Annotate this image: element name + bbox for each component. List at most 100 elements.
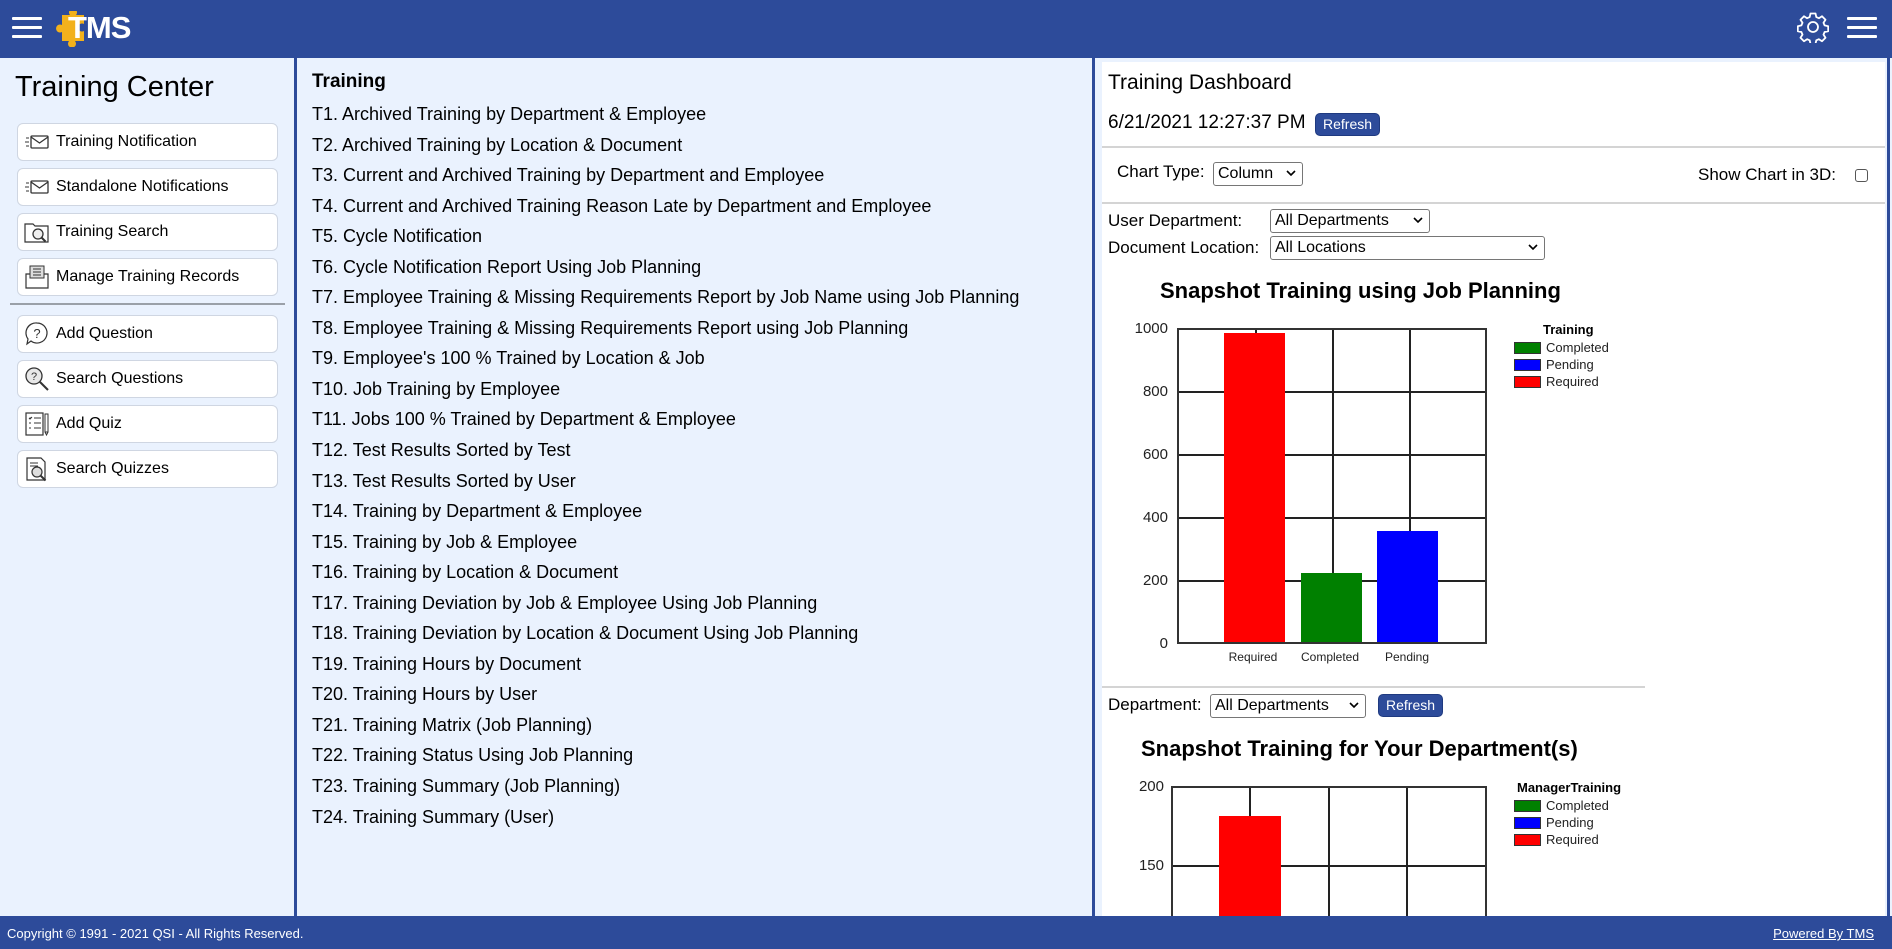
logo-text: TMS (68, 10, 131, 45)
sidebar-item-standalone-notifications[interactable]: Standalone Notifications (17, 168, 278, 206)
chart-title: Snapshot Training using Job Planning (1160, 278, 1561, 303)
sidebar-item-search-questions[interactable]: ? Search Questions (17, 360, 278, 398)
report-link[interactable]: T2. Archived Training by Location & Docu… (312, 134, 683, 155)
user-department-select[interactable]: All Departments (1270, 209, 1430, 233)
puzzle-logo-icon (56, 11, 84, 47)
question-bubble-icon: ? (25, 322, 48, 346)
sidebar-item-label: Training Notification (56, 133, 197, 150)
report-link[interactable]: T12. Test Results Sorted by Test (312, 440, 571, 461)
y-tick: 0 (1159, 635, 1168, 652)
sidebar-item-label: Training Search (56, 223, 169, 240)
powered-by-link[interactable]: Powered By TMS (1773, 926, 1874, 941)
legend-item: Pending (1514, 357, 1594, 372)
y-tick: 1000 (1134, 320, 1168, 337)
report-link[interactable]: T19. Training Hours by Document (312, 653, 582, 674)
chevron-down-icon (1528, 244, 1538, 251)
report-link[interactable]: T4. Current and Archived Training Reason… (312, 195, 932, 216)
report-link[interactable]: T24. Training Summary (User) (312, 806, 555, 827)
department-refresh-button[interactable]: Refresh (1378, 694, 1444, 717)
y-tick: 200 (1138, 778, 1164, 795)
sidebar-item-manage-training-records[interactable]: Manage Training Records (17, 258, 278, 296)
document-location-label: Document Location: (1108, 238, 1260, 257)
legend-item: Pending (1514, 815, 1594, 830)
tms-logo[interactable]: TMS (56, 8, 140, 50)
training-dashboard-panel: Training Dashboard 6/21/2021 12:27:37 PM… (1102, 62, 1885, 916)
sidebar-title: Training Center (15, 71, 214, 103)
hamburger-line (12, 26, 42, 29)
chart-plot-area (1171, 786, 1487, 916)
gridline (1328, 788, 1330, 916)
legend-title: ManagerTraining (1517, 780, 1622, 795)
divider (1102, 146, 1885, 148)
legend-label: Required (1546, 374, 1599, 389)
report-link[interactable]: T8. Employee Training & Missing Requirem… (312, 317, 909, 338)
settings-menu-button[interactable] (1847, 16, 1877, 40)
y-tick: 200 (1142, 572, 1168, 589)
chart-plot-area (1177, 328, 1487, 644)
legend-item: Required (1514, 374, 1599, 389)
sidebar-item-training-search[interactable]: Training Search (17, 213, 278, 251)
svg-text:?: ? (31, 371, 37, 383)
hamburger-menu-icon (1847, 17, 1877, 20)
department-select[interactable]: All Departments (1210, 694, 1366, 718)
report-link[interactable]: T23. Training Summary (Job Planning) (312, 776, 621, 797)
sidebar-item-label: Add Question (56, 325, 153, 342)
chevron-down-icon (1349, 702, 1359, 709)
report-link[interactable]: T11. Jobs 100 % Trained by Department & … (312, 409, 736, 430)
dashboard-title: Training Dashboard (1108, 71, 1292, 94)
show-3d-checkbox[interactable] (1855, 169, 1868, 182)
report-link[interactable]: T20. Training Hours by User (312, 684, 538, 705)
legend-item: Completed (1514, 798, 1609, 813)
legend-item: Completed (1514, 340, 1609, 355)
report-link[interactable]: T3. Current and Archived Training by Dep… (312, 165, 825, 186)
envelope-icon (25, 180, 49, 194)
question-search-icon: ? (25, 367, 49, 391)
sidebar-item-training-notification[interactable]: Training Notification (17, 123, 278, 161)
y-tick: 800 (1142, 383, 1168, 400)
chart-title: Snapshot Training for Your Department(s) (1141, 736, 1578, 761)
quiz-search-icon (26, 457, 47, 482)
legend-label: Required (1546, 832, 1599, 847)
report-link[interactable]: T21. Training Matrix (Job Planning) (312, 714, 593, 735)
department-value: All Departments (1215, 697, 1329, 714)
sidebar-item-add-quiz[interactable]: Add Quiz (17, 405, 278, 443)
refresh-button[interactable]: Refresh (1315, 113, 1381, 136)
gridline (1332, 330, 1334, 642)
report-link[interactable]: T10. Job Training by Employee (312, 378, 561, 399)
report-link[interactable]: T7. Employee Training & Missing Requirem… (312, 287, 1020, 308)
gear-icon[interactable] (1797, 11, 1829, 43)
y-tick: 600 (1142, 446, 1168, 463)
report-link[interactable]: T18. Training Deviation by Location & Do… (312, 623, 859, 644)
report-link[interactable]: T13. Test Results Sorted by User (312, 470, 576, 491)
report-link[interactable]: T9. Employee's 100 % Trained by Location… (312, 348, 705, 369)
report-link[interactable]: T22. Training Status Using Job Planning (312, 745, 634, 766)
chart-type-select[interactable]: Column (1213, 162, 1303, 186)
legend-swatch (1514, 358, 1541, 371)
x-label: Pending (1384, 650, 1430, 664)
report-link[interactable]: T15. Training by Job & Employee (312, 531, 578, 552)
legend-swatch (1514, 799, 1541, 812)
document-location-value: All Locations (1275, 239, 1366, 256)
hamburger-line (12, 35, 42, 38)
report-link[interactable]: T1. Archived Training by Department & Em… (312, 104, 707, 124)
hamburger-line (1847, 35, 1877, 38)
user-department-label: User Department: (1108, 211, 1243, 230)
dashboard-timestamp: 6/21/2021 12:27:37 PM (1108, 112, 1306, 133)
report-link[interactable]: T16. Training by Location & Document (312, 562, 619, 583)
report-link[interactable]: T6. Cycle Notification Report Using Job … (312, 256, 702, 277)
sidebar-item-label: Standalone Notifications (56, 178, 229, 195)
envelope-icon (25, 135, 49, 149)
legend-label: Completed (1546, 798, 1609, 813)
report-link[interactable]: T14. Training by Department & Employee (312, 501, 643, 522)
chart-type-label: Chart Type: (1117, 162, 1205, 181)
report-list: T1. Archived Training by Department & Em… (312, 103, 1019, 836)
report-link[interactable]: T5. Cycle Notification (312, 226, 483, 247)
main-menu-button[interactable] (12, 16, 42, 40)
gridline (1406, 788, 1408, 916)
chevron-down-icon (1286, 170, 1296, 177)
report-link[interactable]: T17. Training Deviation by Job & Employe… (312, 592, 818, 613)
sidebar-item-search-quizzes[interactable]: Search Quizzes (17, 450, 278, 488)
y-tick: 400 (1142, 509, 1168, 526)
sidebar-item-add-question[interactable]: ? Add Question (17, 315, 278, 353)
document-location-select[interactable]: All Locations (1270, 236, 1545, 260)
